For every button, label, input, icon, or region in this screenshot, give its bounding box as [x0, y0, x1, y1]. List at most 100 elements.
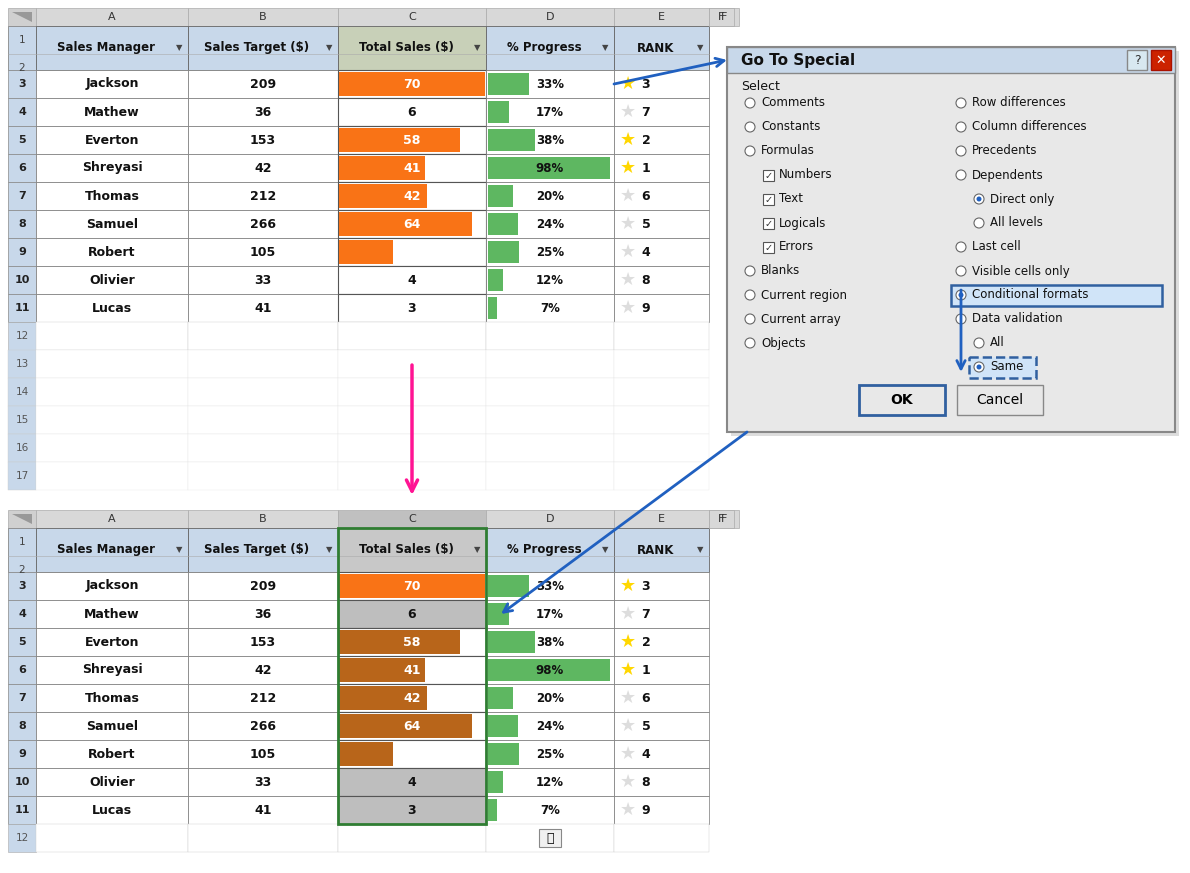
- Text: D: D: [546, 514, 555, 524]
- Bar: [486, 824, 614, 852]
- Circle shape: [745, 338, 754, 348]
- Text: Jackson: Jackson: [86, 78, 139, 91]
- Bar: [36, 510, 188, 528]
- Text: 33: 33: [255, 775, 271, 788]
- Bar: [36, 462, 188, 490]
- Bar: [188, 684, 338, 712]
- Text: ▼: ▼: [176, 44, 182, 52]
- Bar: [8, 572, 36, 600]
- Circle shape: [956, 242, 966, 252]
- Text: 4: 4: [408, 775, 416, 788]
- Bar: [338, 768, 486, 796]
- Text: F: F: [719, 12, 725, 22]
- Text: Blanks: Blanks: [760, 265, 800, 278]
- Text: 3: 3: [641, 78, 650, 91]
- Bar: [36, 434, 188, 462]
- Bar: [338, 628, 486, 656]
- Bar: [188, 768, 338, 796]
- Bar: [188, 26, 338, 70]
- Bar: [614, 528, 709, 572]
- Bar: [8, 600, 36, 628]
- Bar: [486, 8, 614, 26]
- Text: Same: Same: [990, 361, 1023, 374]
- Bar: [188, 154, 338, 182]
- Text: 3: 3: [408, 301, 416, 314]
- Circle shape: [956, 122, 966, 132]
- Text: ★: ★: [620, 299, 637, 317]
- Bar: [338, 26, 486, 70]
- Bar: [338, 528, 486, 572]
- Bar: [8, 528, 36, 572]
- Text: Total Sales ($): Total Sales ($): [358, 544, 453, 556]
- Bar: [338, 824, 486, 852]
- FancyBboxPatch shape: [969, 357, 1036, 378]
- Bar: [486, 796, 614, 824]
- Bar: [339, 128, 461, 152]
- Text: Cancel: Cancel: [977, 393, 1023, 407]
- Bar: [727, 47, 1175, 432]
- Text: 42: 42: [403, 189, 421, 203]
- Bar: [614, 26, 709, 70]
- Text: 15: 15: [15, 415, 29, 425]
- Bar: [488, 101, 509, 123]
- Text: 3: 3: [408, 803, 416, 816]
- Bar: [8, 824, 36, 852]
- Text: 3: 3: [641, 580, 650, 593]
- Text: ✓: ✓: [764, 218, 772, 229]
- Text: ★: ★: [620, 689, 637, 707]
- Bar: [614, 322, 709, 350]
- Bar: [36, 740, 188, 768]
- Bar: [338, 378, 486, 406]
- Bar: [614, 238, 709, 266]
- Bar: [8, 26, 36, 70]
- FancyBboxPatch shape: [951, 285, 1161, 306]
- Text: 6: 6: [18, 163, 26, 173]
- Text: 9: 9: [641, 301, 650, 314]
- Text: Olivier: Olivier: [89, 273, 134, 286]
- Text: 20%: 20%: [536, 691, 564, 705]
- Bar: [338, 600, 486, 628]
- Bar: [709, 8, 734, 26]
- Text: 4: 4: [18, 107, 26, 117]
- Bar: [614, 70, 709, 98]
- Bar: [8, 322, 36, 350]
- Bar: [8, 126, 36, 154]
- Bar: [8, 434, 36, 462]
- Text: A: A: [108, 514, 115, 524]
- Text: ▼: ▼: [697, 44, 703, 52]
- Text: 64: 64: [403, 217, 421, 230]
- Bar: [338, 294, 486, 322]
- Text: 5: 5: [18, 135, 26, 145]
- Text: 25%: 25%: [536, 747, 564, 760]
- Text: Shreyasi: Shreyasi: [82, 162, 143, 175]
- Text: ▼: ▼: [602, 546, 608, 554]
- Text: ★: ★: [620, 187, 637, 205]
- Bar: [614, 210, 709, 238]
- Bar: [339, 658, 425, 682]
- Text: 98%: 98%: [536, 663, 564, 677]
- Bar: [188, 600, 338, 628]
- Text: 58: 58: [403, 134, 421, 147]
- Circle shape: [745, 146, 754, 156]
- Text: 8: 8: [641, 775, 650, 788]
- Bar: [488, 185, 513, 207]
- Text: 64: 64: [403, 719, 421, 732]
- Text: ★: ★: [620, 801, 637, 819]
- Text: 5: 5: [641, 719, 651, 732]
- Bar: [488, 575, 528, 597]
- Text: Samuel: Samuel: [86, 217, 138, 230]
- Bar: [488, 73, 528, 95]
- Text: Olivier: Olivier: [89, 775, 134, 788]
- Text: 70: 70: [403, 580, 421, 593]
- Bar: [763, 194, 774, 205]
- Bar: [36, 684, 188, 712]
- Text: 105: 105: [250, 747, 276, 760]
- Text: 7: 7: [18, 191, 26, 201]
- Bar: [338, 572, 486, 600]
- Bar: [488, 129, 536, 151]
- Bar: [338, 266, 486, 294]
- Text: 12%: 12%: [536, 775, 564, 788]
- Text: ★: ★: [620, 159, 637, 177]
- Text: 4: 4: [641, 747, 651, 760]
- Bar: [614, 294, 709, 322]
